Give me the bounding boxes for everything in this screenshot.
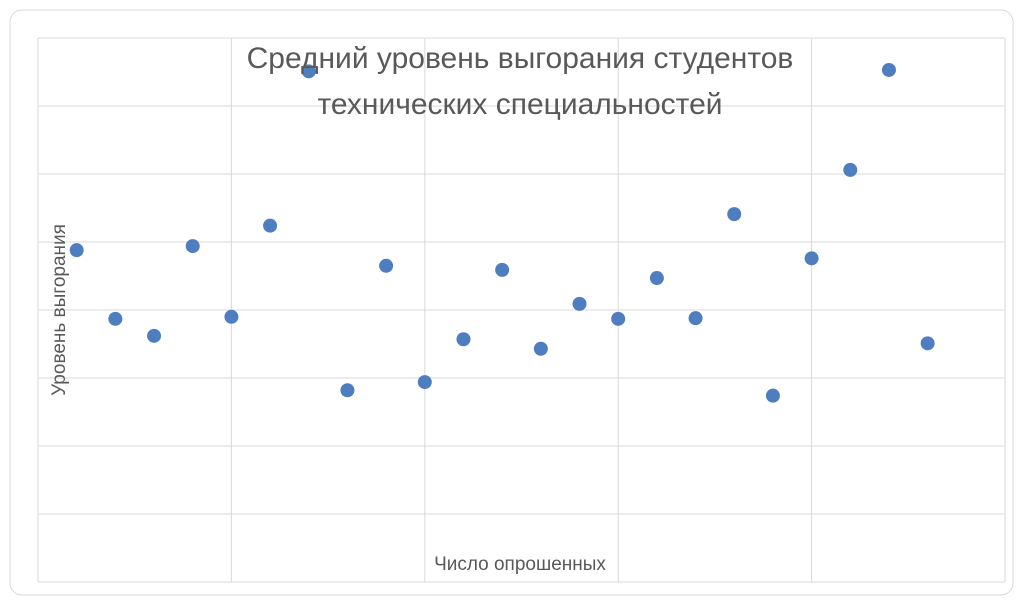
point: [688, 311, 703, 326]
point: [263, 218, 278, 233]
point: [417, 375, 432, 390]
point: [495, 262, 510, 277]
y-axis-label: Уровень выгорания: [49, 224, 70, 396]
x-axis-label: Число опрошенных: [434, 554, 606, 575]
point: [727, 207, 742, 222]
point: [301, 64, 316, 79]
point: [843, 162, 858, 177]
point: [379, 258, 394, 273]
point: [920, 336, 935, 351]
point: [881, 62, 896, 77]
point: [108, 311, 123, 326]
chart-frame: [9, 9, 1014, 596]
point: [611, 311, 626, 326]
point: [147, 328, 162, 343]
point: [340, 383, 355, 398]
point: [456, 332, 471, 347]
point: [185, 239, 200, 254]
chart-title: Средний уровень выгорания студентов техн…: [246, 42, 794, 121]
point: [765, 388, 780, 403]
point: [804, 251, 819, 266]
point: [533, 341, 548, 356]
point: [224, 309, 239, 324]
point: [649, 271, 664, 286]
point: [572, 296, 587, 311]
point: [69, 243, 84, 258]
